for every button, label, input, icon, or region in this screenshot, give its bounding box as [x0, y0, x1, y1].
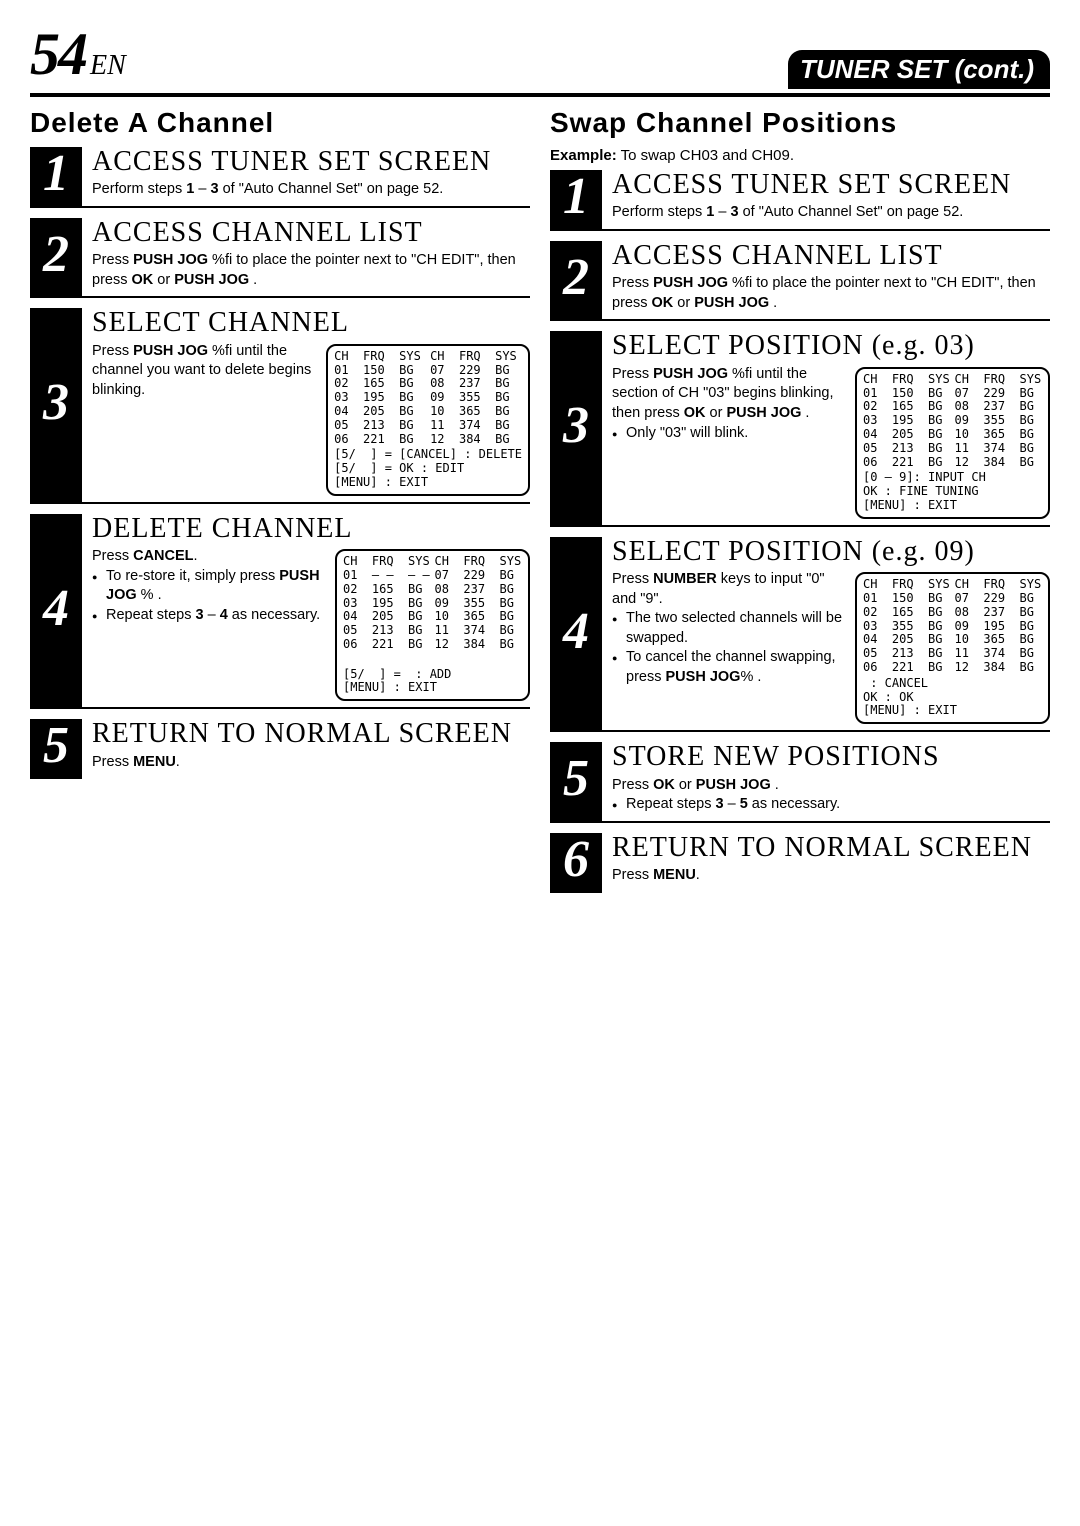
step: 3 SELECT POSITION (e.g. 03) Press PUSH JOG…: [550, 331, 1050, 526]
step-number: 2: [30, 218, 82, 299]
step-text: Perform steps 1 – 3 of "Auto Channel Set…: [92, 180, 530, 200]
step-title: RETURN TO NORMAL SCREEN: [92, 719, 530, 748]
osd-panel: CH FRQ SYS 01 150 BG 02 165 BG 03 195 BG…: [855, 367, 1050, 519]
page-header: 54EN TUNER SET (cont.): [30, 20, 1050, 97]
step-body: SELECT CHANNEL Press PUSH JOG %fi until t…: [82, 308, 530, 503]
step-number: 1: [30, 147, 82, 208]
step-title: ACCESS CHANNEL LIST: [612, 241, 1050, 270]
step: 4 SELECT POSITION (e.g. 09) Press NUMBER k…: [550, 537, 1050, 732]
step-body: SELECT POSITION (e.g. 09) Press NUMBER ke…: [602, 537, 1050, 732]
header-title: TUNER SET (cont.): [788, 50, 1050, 89]
step: 2 ACCESS CHANNEL LIST Press PUSH JOG %fi t…: [30, 218, 530, 299]
step-title: SELECT CHANNEL: [92, 308, 530, 337]
step: 2 ACCESS CHANNEL LIST Press PUSH JOG %fi t…: [550, 241, 1050, 322]
step: 5 RETURN TO NORMAL SCREEN Press MENU.: [30, 719, 530, 779]
step-body: ACCESS CHANNEL LIST Press PUSH JOG %fi to…: [82, 218, 530, 299]
step-number: 4: [30, 514, 82, 709]
step-text: Press PUSH JOG %fi until the channel you…: [92, 342, 318, 401]
step-body: RETURN TO NORMAL SCREEN Press MENU.: [82, 719, 530, 779]
step-text: Press MENU.: [612, 866, 1050, 886]
step-text: Press OK or PUSH JOG .: [612, 776, 1050, 796]
step-body: ACCESS TUNER SET SCREEN Perform steps 1 –…: [82, 147, 530, 208]
step-bullet: Repeat steps 3 – 5 as necessary.: [612, 795, 1050, 815]
step: 1 ACCESS TUNER SET SCREEN Perform steps 1 …: [550, 170, 1050, 231]
page-lang: EN: [90, 50, 126, 81]
step-body: STORE NEW POSITIONS Press OK or PUSH JOG …: [602, 742, 1050, 823]
step-number: 5: [550, 742, 602, 823]
step: 4 DELETE CHANNEL Press CANCEL.To re-store …: [30, 514, 530, 709]
step-number: 2: [550, 241, 602, 322]
step-title: DELETE CHANNEL: [92, 514, 530, 543]
step-text: Perform steps 1 – 3 of "Auto Channel Set…: [612, 203, 1050, 223]
step-body: ACCESS CHANNEL LIST Press PUSH JOG %fi to…: [602, 241, 1050, 322]
swap-example: Example: To swap CH03 and CH09.: [550, 147, 1050, 164]
left-column: Delete A Channel 1ACCESS TUNER SET SCREE…: [30, 107, 530, 903]
step-body: DELETE CHANNEL Press CANCEL.To re-store i…: [82, 514, 530, 709]
step-text: Press PUSH JOG %fi until the section of …: [612, 365, 847, 424]
step-title: ACCESS CHANNEL LIST: [92, 218, 530, 247]
step-title: STORE NEW POSITIONS: [612, 742, 1050, 771]
step-title: SELECT POSITION (e.g. 09): [612, 537, 1050, 566]
step: 1 ACCESS TUNER SET SCREEN Perform steps 1 …: [30, 147, 530, 208]
page-number: 54: [30, 21, 86, 87]
step-body: ACCESS TUNER SET SCREEN Perform steps 1 –…: [602, 170, 1050, 231]
step-title: ACCESS TUNER SET SCREEN: [612, 170, 1050, 199]
step-bullet: To re-store it, simply press PUSH JOG % …: [92, 567, 327, 606]
step-bullet: The two selected channels will be swappe…: [612, 609, 847, 648]
step: 3 SELECT CHANNEL Press PUSH JOG %fi until …: [30, 308, 530, 503]
step-text: Press PUSH JOG %fi to place the pointer …: [612, 274, 1050, 313]
step-title: SELECT POSITION (e.g. 03): [612, 331, 1050, 360]
step-number: 1: [550, 170, 602, 231]
columns: Delete A Channel 1ACCESS TUNER SET SCREE…: [30, 107, 1050, 903]
step-bullet: To cancel the channel swapping, press PU…: [612, 648, 847, 687]
osd-panel: CH FRQ SYS 01 150 BG 02 165 BG 03 195 BG…: [326, 344, 530, 496]
step: 6 RETURN TO NORMAL SCREEN Press MENU.: [550, 833, 1050, 893]
right-column: Swap Channel Positions Example: To swap …: [550, 107, 1050, 903]
step-bullet: Only "03" will blink.: [612, 424, 847, 444]
step-number: 3: [550, 331, 602, 526]
step-text: Press CANCEL.: [92, 547, 327, 567]
osd-panel: CH FRQ SYS 01 – – – – 02 165 BG 03 195 B…: [335, 549, 530, 701]
page-number-block: 54EN: [30, 20, 126, 89]
step-bullet: Repeat steps 3 – 4 as necessary.: [92, 606, 327, 626]
step-title: ACCESS TUNER SET SCREEN: [92, 147, 530, 176]
left-steps: 1 ACCESS TUNER SET SCREEN Perform steps 1 …: [30, 147, 530, 779]
step-body: RETURN TO NORMAL SCREEN Press MENU.: [602, 833, 1050, 893]
step-title: RETURN TO NORMAL SCREEN: [612, 833, 1050, 862]
step-body: SELECT POSITION (e.g. 03) Press PUSH JOG …: [602, 331, 1050, 526]
osd-panel: CH FRQ SYS 01 150 BG 02 165 BG 03 355 BG…: [855, 572, 1050, 724]
step-number: 6: [550, 833, 602, 893]
right-steps: 1 ACCESS TUNER SET SCREEN Perform steps 1 …: [550, 170, 1050, 893]
step-number: 4: [550, 537, 602, 732]
step: 5 STORE NEW POSITIONS Press OK or PUSH JOG…: [550, 742, 1050, 823]
step-number: 5: [30, 719, 82, 779]
step-number: 3: [30, 308, 82, 503]
left-section-title: Delete A Channel: [30, 107, 530, 139]
step-text: Press MENU.: [92, 753, 530, 773]
right-section-title: Swap Channel Positions: [550, 107, 1050, 139]
step-text: Press PUSH JOG %fi to place the pointer …: [92, 251, 530, 290]
step-text: Press NUMBER keys to input "0" and "9".: [612, 570, 847, 609]
